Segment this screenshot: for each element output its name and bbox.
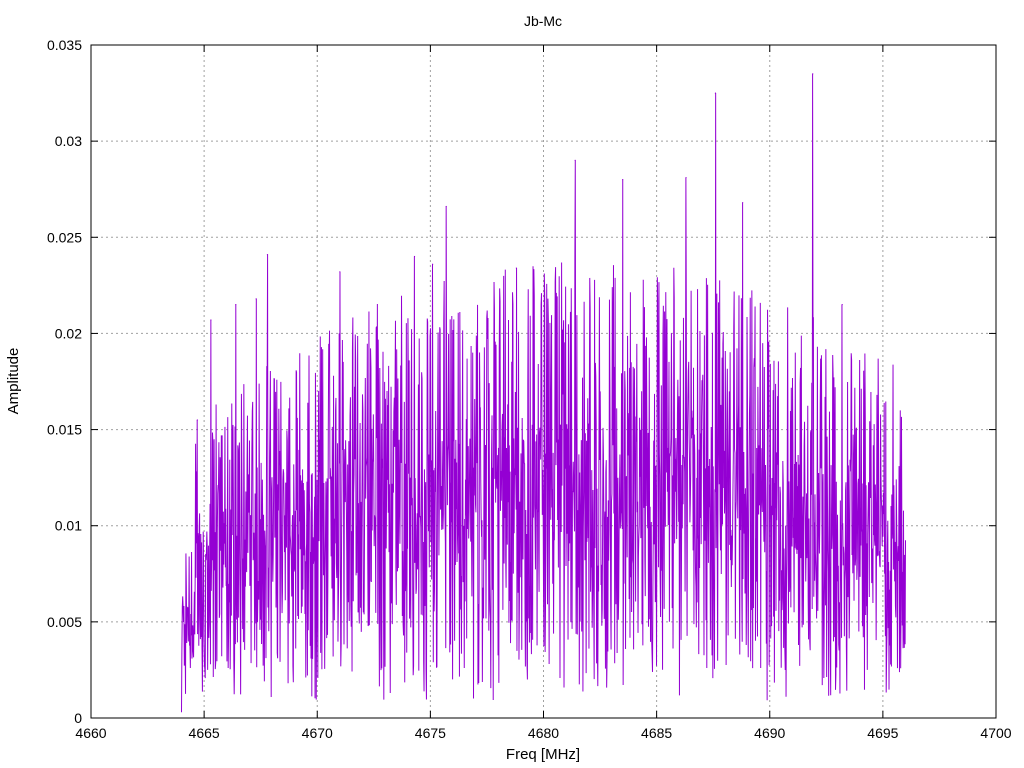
x-tick-label: 4680 (528, 725, 559, 741)
x-tick-label: 4685 (641, 725, 672, 741)
x-tick-label: 4660 (75, 725, 106, 741)
peak-point (235, 303, 237, 306)
peak-point (841, 303, 843, 306)
series-line (181, 73, 906, 713)
y-tick-label: 0.01 (55, 518, 82, 534)
peak-point (339, 271, 341, 273)
peak-point (196, 419, 198, 421)
x-tick-labels: 4660 4665 4670 4675 4680 4685 4690 4695 4700 (75, 725, 1011, 741)
peak-point (210, 319, 212, 321)
x-tick-label: 4670 (302, 725, 333, 741)
peak-point (445, 205, 447, 208)
x-tick-label: 4690 (754, 725, 785, 741)
peak-point (877, 436, 879, 438)
peak-point (255, 298, 257, 300)
peak-point (742, 202, 744, 204)
chart-title: Jb-Mc (524, 13, 562, 29)
peak-point (685, 177, 687, 179)
amplitude-series-line (181, 73, 906, 713)
peak-point (413, 255, 416, 258)
peak-point (266, 253, 269, 256)
peak-point (432, 263, 434, 265)
y-tick-label: 0.015 (47, 422, 82, 438)
y-axis-label: Amplitude (5, 348, 22, 415)
axis-ticks (90, 44, 997, 719)
y-tick-label: 0.02 (55, 325, 82, 341)
x-tick-label: 4695 (867, 725, 898, 741)
x-tick-label: 4665 (189, 725, 220, 741)
peak-point (574, 159, 576, 161)
y-tick-label: 0.03 (55, 133, 82, 149)
y-tick-label: 0.035 (47, 37, 82, 53)
peak-point (515, 267, 517, 269)
x-tick-label: 4700 (980, 725, 1011, 741)
x-axis-label: Freq [MHz] (506, 746, 580, 763)
x-tick-label: 4675 (415, 725, 446, 741)
peak-point (714, 92, 717, 94)
y-tick-label: 0 (74, 710, 82, 726)
y-tick-labels: 0 0.005 0.01 0.015 0.02 0.025 0.03 0.035 (47, 37, 82, 726)
peak-point (812, 73, 814, 75)
y-tick-label: 0.025 (47, 229, 82, 245)
peak-point (622, 179, 624, 181)
y-tick-label: 0.005 (47, 614, 82, 630)
